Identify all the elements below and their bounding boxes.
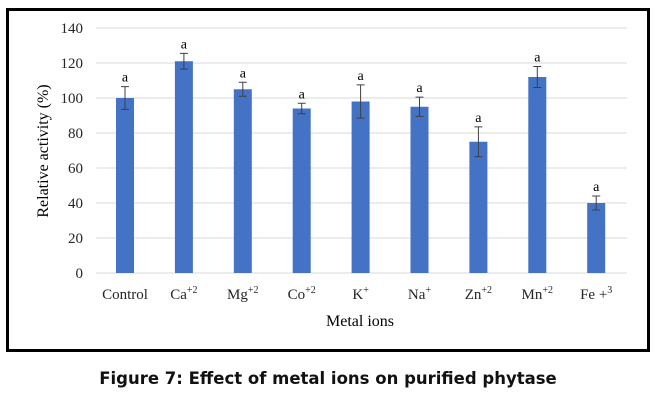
figure-caption: Figure 7: Effect of metal ions on purifi… [99, 369, 557, 388]
significance-label: a [122, 71, 129, 86]
x-tick-label: Na+ [408, 285, 432, 303]
error-bars [121, 52, 601, 211]
x-tick-label-superscript: 3 [607, 285, 612, 296]
x-tick-label-base: Control [102, 287, 148, 303]
x-tick-label-base: Zn [465, 287, 482, 303]
significance-label: a [299, 87, 306, 102]
y-tick-label: 120 [61, 56, 84, 72]
bar [351, 101, 370, 273]
error-bar [179, 52, 188, 70]
y-tick-label: 0 [76, 266, 84, 282]
error-bar [297, 102, 306, 115]
significance-label: a [475, 111, 482, 126]
y-tick-label: 20 [68, 231, 83, 247]
y-tick-label: 60 [68, 161, 83, 177]
figure-frame [6, 8, 650, 352]
bar [528, 77, 547, 273]
significance-label: a [240, 66, 247, 81]
x-tick-label-base: K [352, 287, 363, 303]
y-tick-labels: 0 20 40 60 80 100 120 140 [61, 21, 84, 282]
bar [116, 98, 134, 273]
error-bar [592, 195, 601, 211]
x-tick-label: K+ [352, 285, 369, 303]
x-tick-label: Mn+2 [522, 285, 553, 303]
x-tick-label: Mg+2 [227, 285, 258, 303]
x-tick-label-base: Ca [170, 287, 187, 303]
x-tick-label-superscript: + [363, 285, 369, 296]
x-tick-label-superscript: + [425, 285, 431, 296]
x-tick-label-superscript: +2 [187, 285, 198, 296]
y-tick-label: 100 [61, 91, 84, 107]
x-tick-label: Co+2 [288, 285, 316, 303]
significance-label: a [181, 37, 188, 52]
bar [587, 203, 606, 273]
x-tick-label-base: Na [408, 287, 426, 303]
x-tick-label-base: Mg [227, 287, 248, 303]
y-tick-label: 40 [68, 196, 83, 212]
x-tick-label-superscript: +2 [542, 285, 553, 296]
error-bar [238, 81, 247, 97]
x-tick-labels: Control Ca+2 Mg+2 Co+2 K+ Na+ Zn+2 Mn+2 Fe +3 [102, 285, 612, 303]
error-bar [474, 126, 483, 158]
x-tick-label: Zn+2 [465, 285, 492, 303]
error-bar [415, 96, 424, 117]
significance-labels: a a a a a a a a a [122, 37, 600, 195]
significance-label: a [357, 69, 364, 84]
y-tick-label: 80 [68, 126, 83, 142]
error-bar [356, 84, 365, 119]
x-tick-label-superscript: +2 [481, 285, 492, 296]
x-axis-label: Metal ions [326, 313, 394, 330]
x-tick-label: Control [102, 287, 148, 303]
x-tick-label-base: Mn [522, 287, 543, 303]
bar [174, 61, 193, 273]
x-tick-label-base: Fe + [580, 287, 607, 303]
x-tick-label: Fe +3 [580, 285, 612, 303]
bar [233, 89, 252, 273]
bar [410, 106, 429, 273]
x-tick-label: Ca+2 [170, 285, 197, 303]
error-bar [533, 66, 542, 88]
significance-label: a [593, 180, 600, 195]
y-tick-label: 140 [61, 21, 84, 37]
x-tick-label-base: Co [288, 287, 306, 303]
x-tick-label-superscript: +2 [248, 285, 259, 296]
bars [116, 61, 606, 273]
significance-label: a [534, 51, 541, 66]
bar [469, 141, 488, 273]
x-tick-label-superscript: +2 [305, 285, 316, 296]
bar [292, 108, 311, 273]
error-bar [121, 86, 129, 110]
y-axis-label: Relative activity (%) [35, 84, 52, 217]
significance-label: a [416, 81, 423, 96]
